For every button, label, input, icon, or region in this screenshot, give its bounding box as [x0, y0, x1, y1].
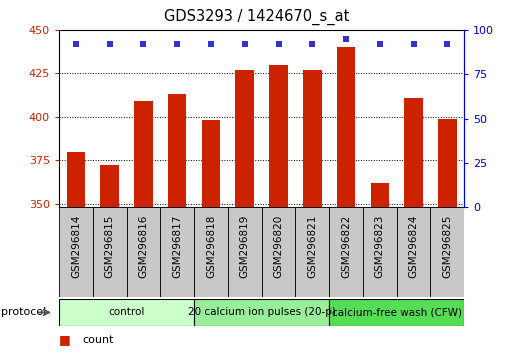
Text: GSM296817: GSM296817	[172, 214, 182, 278]
Text: ■: ■	[59, 333, 71, 346]
Bar	[303, 70, 322, 207]
Bar	[59, 207, 93, 297]
Bar	[363, 207, 397, 297]
Bar	[194, 299, 329, 326]
Bar	[370, 183, 389, 207]
Bar	[397, 207, 430, 297]
Text: GSM296816: GSM296816	[139, 214, 148, 278]
Bar	[194, 207, 228, 297]
Bar	[168, 94, 187, 207]
Bar	[404, 98, 423, 207]
Bar	[438, 119, 457, 207]
Text: control: control	[108, 307, 145, 318]
Text: calcium-free wash (CFW): calcium-free wash (CFW)	[332, 307, 462, 318]
Bar	[337, 47, 356, 207]
Text: GSM296821: GSM296821	[307, 214, 317, 278]
Text: GSM296823: GSM296823	[375, 214, 385, 278]
Text: GSM296824: GSM296824	[409, 214, 419, 278]
Text: 20 calcium ion pulses (20-p): 20 calcium ion pulses (20-p)	[188, 307, 336, 318]
Bar	[430, 207, 464, 297]
Bar	[262, 207, 295, 297]
Text: GSM296814: GSM296814	[71, 214, 81, 278]
Text: GSM296825: GSM296825	[442, 214, 452, 278]
Text: GSM296818: GSM296818	[206, 214, 216, 278]
Bar	[101, 165, 119, 207]
Text: count: count	[82, 335, 113, 345]
Bar	[93, 207, 127, 297]
Bar	[202, 120, 220, 207]
Bar	[235, 70, 254, 207]
Text: GSM296819: GSM296819	[240, 214, 250, 278]
Text: GSM296822: GSM296822	[341, 214, 351, 278]
Bar	[329, 207, 363, 297]
Bar	[127, 207, 160, 297]
Bar	[160, 207, 194, 297]
Bar	[269, 65, 288, 207]
Text: GDS3293 / 1424670_s_at: GDS3293 / 1424670_s_at	[164, 9, 349, 25]
Bar	[295, 207, 329, 297]
Text: protocol: protocol	[1, 307, 46, 318]
Bar	[134, 101, 153, 207]
Text: GSM296820: GSM296820	[273, 214, 284, 278]
Bar	[59, 299, 194, 326]
Bar	[329, 299, 464, 326]
Bar	[67, 152, 85, 207]
Bar	[228, 207, 262, 297]
Text: GSM296815: GSM296815	[105, 214, 114, 278]
